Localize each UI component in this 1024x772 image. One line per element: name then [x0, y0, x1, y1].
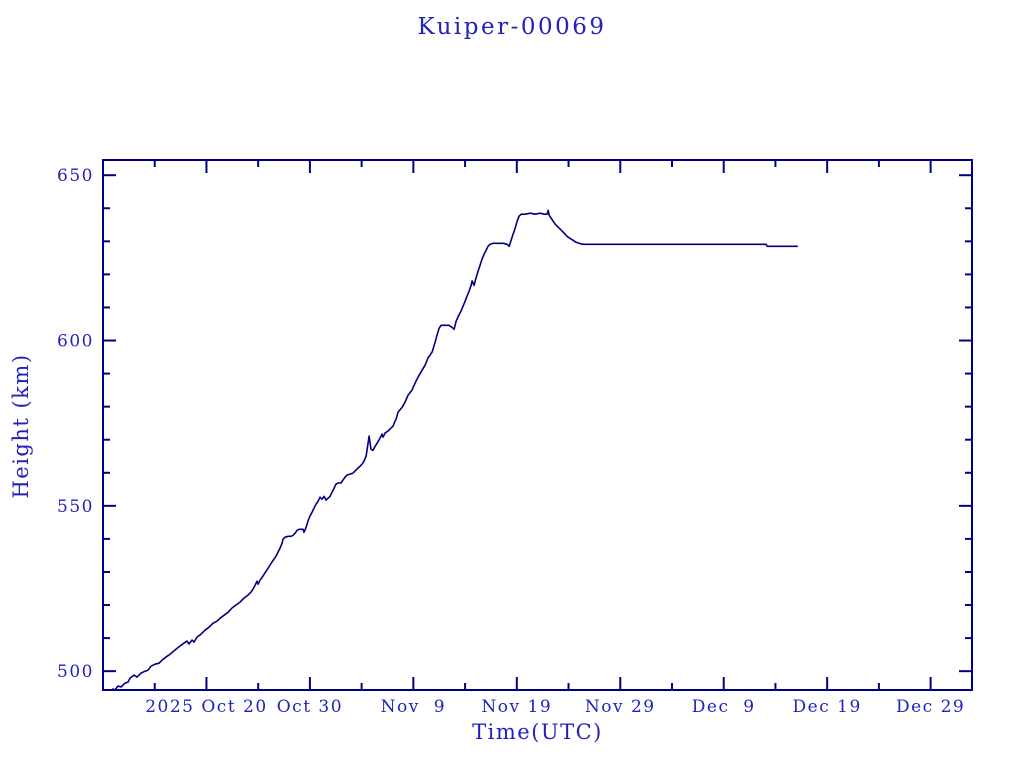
height-series-line [112, 209, 799, 691]
y-tick-label: 650 [57, 166, 94, 186]
y-axis-label: Height (km) [9, 353, 33, 499]
y-tick-label: 600 [57, 332, 94, 352]
y-tick-label: 550 [57, 497, 94, 517]
x-tick-label: Dec 9 [692, 697, 756, 717]
x-axis-label: Time(UTC) [472, 720, 603, 744]
x-tick-label: Oct 30 [277, 697, 343, 717]
y-tick-label: 500 [57, 662, 94, 682]
x-tick-label: Nov 29 [585, 697, 656, 717]
x-tick-label: Dec 29 [896, 697, 965, 717]
x-tick-label: Nov 19 [481, 697, 552, 717]
plot-frame [102, 159, 973, 691]
x-tick-label: Nov 9 [381, 697, 446, 717]
x-tick-label: Dec 19 [793, 697, 862, 717]
chart-title: Kuiper-00069 [417, 14, 607, 40]
x-tick-label: 2025 Oct 20 [145, 697, 268, 717]
